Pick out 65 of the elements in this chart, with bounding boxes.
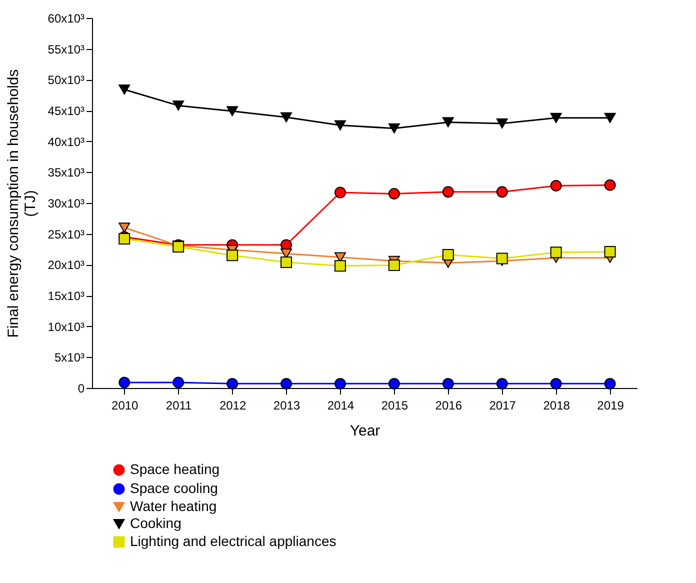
point [226,250,238,262]
point [334,260,346,272]
point [496,378,508,390]
point [604,246,616,258]
point [226,378,238,390]
point [550,180,562,192]
legend-label: Water heating [130,498,217,514]
point [496,252,508,264]
point [442,117,454,128]
point [280,112,292,122]
x-tick-label: 2017 [489,398,516,412]
y-tick-label: 0 [78,382,85,396]
point [604,378,616,390]
x-tick-label: 2010 [112,398,139,412]
point [280,378,292,390]
point [334,378,346,390]
point [280,256,292,268]
y-tick-label: 50x10³ [48,73,84,88]
y-tick-label: 30x10³ [48,196,84,210]
point [442,378,454,390]
point [550,246,562,258]
point [118,222,130,233]
x-tick-label: 2013 [273,398,300,412]
point [496,186,508,198]
point [388,378,400,390]
y-tick-label: 40x10³ [48,134,84,149]
y-tick-label: 35x10³ [48,166,84,180]
y-tick-label: 45x10³ [48,104,84,118]
x-tick-label: 2012 [219,398,246,412]
point [388,260,400,272]
x-tick-label: 2018 [543,398,570,412]
point [118,376,130,388]
point [550,112,562,123]
legend-label: Space heating [130,461,220,477]
y-tick-label: 15x10³ [48,289,84,303]
x-axis-title: Year [350,422,380,440]
y-tick-label: 5x10³ [54,350,84,365]
legend-label: Cooking [130,515,182,531]
y-tick-label: 55x10³ [48,42,84,56]
point [334,120,346,130]
y-axis-title: Final energy consumption in households (TJ) [4,69,39,338]
point [442,186,454,198]
point [496,118,508,128]
point [604,179,616,191]
point [118,84,130,95]
x-tick-label: 2016 [435,398,462,412]
y-tick-label: 10x10³ [48,320,84,334]
y-tick-label: 60x10³ [48,12,84,26]
y-tick-label: 20x10³ [48,258,84,272]
point [442,249,454,261]
legend-label: Lighting and electrical appliances [130,533,336,549]
point [334,186,346,198]
x-tick-label: 2014 [327,398,354,412]
point [388,123,400,134]
point [172,100,184,111]
x-tick-label: 2019 [597,398,624,412]
point [226,106,238,116]
point [604,112,616,123]
point [388,188,400,200]
point [550,378,562,390]
x-tick-label: 2015 [381,398,408,412]
x-tick-label: 2011 [166,398,192,412]
y-tick-label: 25x10³ [48,227,84,242]
legend-label: Space cooling [130,480,218,496]
point [172,376,184,388]
